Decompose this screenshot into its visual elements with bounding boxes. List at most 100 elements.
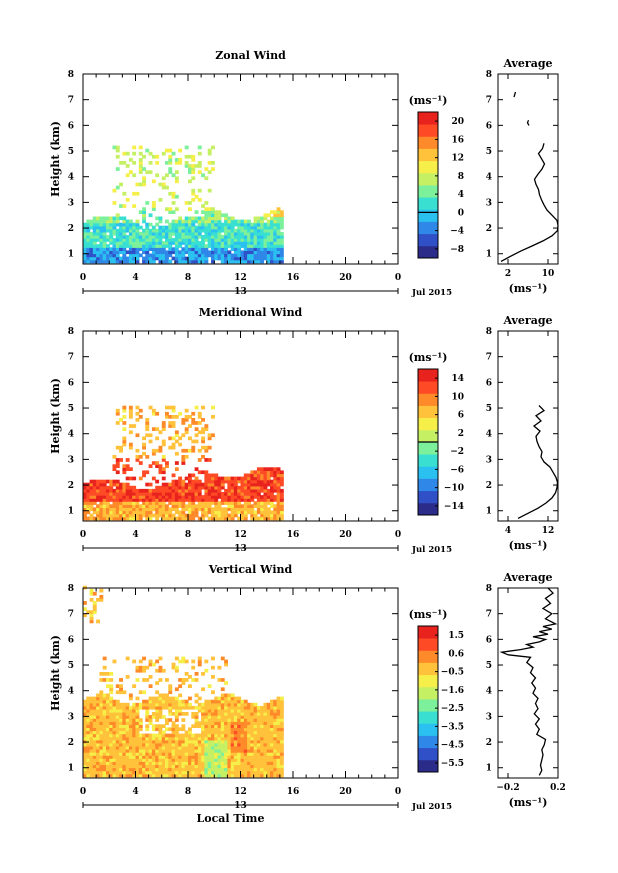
heatmap-cell (240, 730, 245, 735)
x-tick-label: 0 (395, 787, 401, 797)
heatmap-cell (201, 173, 205, 178)
heatmap-cell (109, 492, 114, 496)
heatmap-cell (83, 222, 87, 227)
heatmap-cell (204, 470, 209, 475)
heatmap-cell (168, 482, 173, 487)
heatmap-cell (184, 448, 189, 453)
heatmap-cell (168, 749, 173, 753)
heatmap-cell (92, 253, 97, 258)
profile-frame (497, 587, 559, 779)
heatmap-cell (96, 244, 100, 248)
heatmap-cell (220, 758, 225, 762)
heatmap-cell (260, 755, 265, 759)
heatmap-cell (256, 718, 261, 722)
heatmap-cell (253, 488, 258, 493)
heatmap-cell (256, 222, 261, 227)
heatmap-cell (99, 764, 104, 769)
heatmap-cell (151, 752, 156, 756)
heatmap-cell (243, 250, 248, 255)
heatmap-cell (96, 705, 100, 710)
heatmap-cell (122, 705, 127, 710)
heatmap-cell (92, 479, 97, 484)
heatmap-cell (174, 439, 179, 444)
heatmap-cell (273, 470, 278, 475)
heatmap-cell (191, 411, 196, 416)
heatmap-cell (128, 228, 133, 233)
heatmap-cell (204, 730, 209, 735)
heatmap-cell (194, 439, 199, 444)
heatmap-cell (184, 485, 189, 490)
heatmap-cell (109, 482, 114, 487)
heatmap-cell (168, 235, 173, 239)
colorbar-segment (418, 747, 438, 761)
heatmap-cell (161, 668, 166, 673)
heatmap-cell (128, 767, 133, 772)
heatmap-cell (155, 492, 160, 496)
heatmap-cell (191, 492, 196, 496)
heatmap-cell (106, 727, 110, 732)
heatmap-cell (217, 752, 222, 756)
heatmap-cell (115, 755, 120, 759)
heatmap-cell (260, 761, 265, 765)
heatmap-cell (247, 238, 251, 242)
profile-frame (497, 73, 559, 265)
heatmap-cell (279, 210, 284, 214)
heatmap-cell (266, 764, 271, 769)
heatmap-cell (276, 715, 281, 719)
heatmap-cell (263, 467, 268, 471)
heatmap-cells (83, 405, 284, 521)
heatmap-cell (148, 721, 153, 725)
heatmap-cell (165, 148, 169, 153)
heatmap-cell (184, 430, 189, 435)
heatmap-cell (247, 758, 251, 762)
heatmap-cell (161, 510, 166, 515)
heatmap-cell (227, 718, 232, 722)
heatmap-cell (181, 752, 186, 756)
heatmap-cell (155, 516, 160, 521)
heatmap-cell (109, 241, 114, 245)
heatmap-cell (83, 250, 87, 255)
heatmap-cell (125, 718, 130, 722)
heatmap-cell (276, 745, 281, 750)
colorbar-tick-label: −2.5 (441, 704, 464, 714)
heatmap-cell (128, 492, 133, 496)
heatmap-cell (270, 498, 274, 502)
heatmap-cell (217, 219, 222, 224)
y-axis-label: Height (km) (49, 635, 62, 711)
heatmap-cell (197, 501, 202, 505)
heatmap-cell (194, 773, 199, 778)
heatmap-cell (260, 488, 265, 493)
heatmap-cell (243, 749, 248, 753)
heatmap-cell (168, 148, 173, 153)
heatmap-cell (243, 235, 248, 239)
heatmap-cell (266, 238, 271, 242)
heatmap-cell (174, 758, 179, 762)
heatmap-cell (168, 415, 173, 419)
heatmap-cell (230, 693, 235, 698)
heatmap-cell (220, 761, 225, 765)
heatmap-cell (266, 516, 271, 521)
heatmap-cell (174, 501, 179, 505)
heatmap-cell (247, 510, 251, 515)
heatmap-cell (92, 231, 97, 236)
y-tick-label: 7 (68, 96, 74, 106)
heatmap-cell (256, 225, 261, 230)
heatmap-cell (125, 516, 130, 521)
heatmap-cell (142, 665, 146, 670)
heatmap-cell (122, 718, 127, 722)
heatmap-cell (220, 256, 225, 261)
heatmap-cell (96, 727, 100, 732)
heatmap-cell (138, 461, 143, 465)
heatmap-cell (181, 656, 186, 661)
heatmap-cell (191, 448, 196, 453)
heatmap-cell (99, 718, 104, 722)
heatmap-cell (168, 501, 173, 505)
heatmap-cell (263, 739, 268, 744)
heatmap-cell (151, 253, 156, 258)
heatmap-cell (165, 767, 169, 772)
heatmap-cell (214, 712, 219, 716)
heatmap-cell (148, 238, 153, 242)
heatmap-cell (89, 755, 94, 759)
heatmap-cell (227, 739, 232, 744)
heatmap-cell (151, 727, 156, 732)
